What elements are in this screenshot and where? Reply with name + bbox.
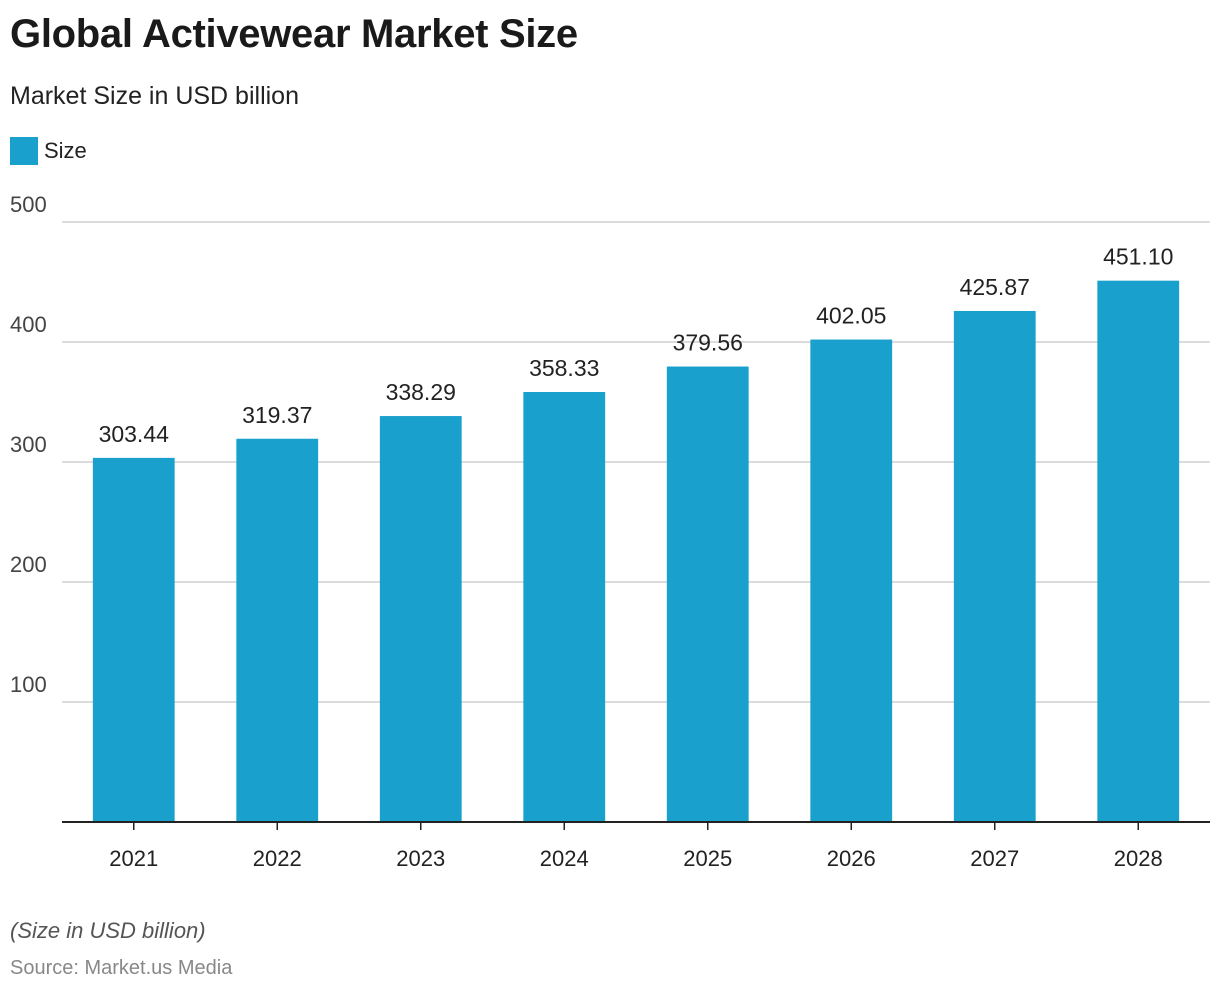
bar-2022[interactable] [236, 438, 319, 822]
data-label: 451.10 [1103, 244, 1173, 270]
bar-2021[interactable] [92, 457, 175, 822]
x-tick-label: 2025 [683, 846, 732, 871]
x-tick-label: 2028 [1114, 846, 1163, 871]
source-text: Source: Market.us Media [10, 957, 233, 979]
x-tick-label: 2023 [396, 846, 445, 871]
bar-2026[interactable] [810, 339, 893, 822]
x-tick-label: 2026 [827, 846, 876, 871]
x-axis: 2021 2022 2023 2024 2025 2026 2027 2028 [62, 821, 1210, 871]
bar-2023[interactable] [379, 416, 462, 822]
bar-2025[interactable] [666, 366, 749, 822]
data-label: 338.29 [386, 379, 456, 405]
y-tick-label: 500 [10, 192, 47, 217]
bar-2024[interactable] [523, 392, 606, 822]
footnote: (Size in USD billion) [10, 918, 206, 943]
chart-title: Global Activewear Market Size [10, 12, 578, 56]
data-label: 358.33 [529, 355, 599, 381]
y-tick-label: 100 [10, 672, 47, 697]
data-label: 319.37 [242, 402, 312, 428]
data-label: 402.05 [816, 303, 886, 329]
y-tick-label: 300 [10, 432, 47, 457]
y-tick-label: 400 [10, 312, 47, 337]
data-label: 303.44 [99, 421, 170, 447]
bar-2028[interactable] [1097, 280, 1180, 822]
bar-2027[interactable] [953, 310, 1036, 822]
legend: Size [10, 137, 87, 165]
data-label: 425.87 [960, 274, 1030, 300]
chart-subtitle: Market Size in USD billion [10, 82, 299, 110]
data-label: 379.56 [673, 330, 743, 356]
y-tick-label: 200 [10, 552, 47, 577]
x-tick-label: 2021 [109, 846, 158, 871]
x-tick-label: 2027 [970, 846, 1019, 871]
bars [92, 280, 1180, 822]
x-tick-label: 2022 [253, 846, 302, 871]
x-tick-label: 2024 [540, 846, 589, 871]
legend-swatch [10, 137, 38, 165]
legend-label: Size [44, 138, 87, 163]
data-labels: 303.44 319.37 338.29 358.33 379.56 402.05 425.… [99, 244, 1174, 447]
